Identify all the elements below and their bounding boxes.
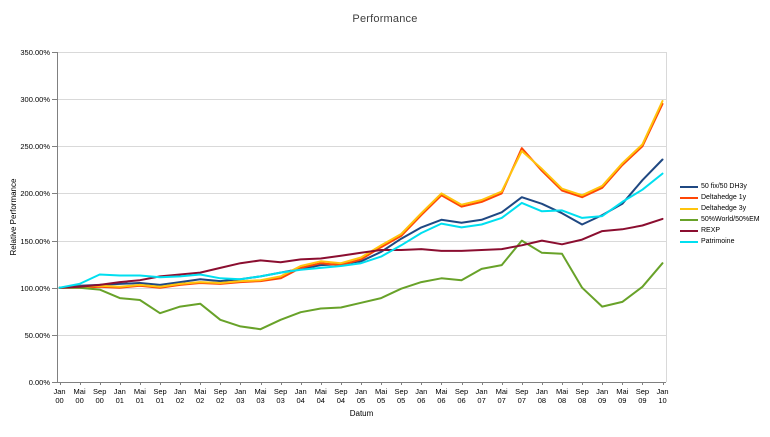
x-tick-label-month: Jan (656, 387, 668, 396)
x-tick-label-month: Mai (254, 387, 266, 396)
x-tick-label-month: Jan (53, 387, 65, 396)
x-tick-label-year: 01 (136, 396, 144, 405)
y-tick-label: 50.00% (25, 331, 51, 340)
legend-line-swatch (680, 240, 698, 243)
x-tick-label-year: 07 (477, 396, 485, 405)
x-tick-label-year: 06 (457, 396, 465, 405)
legend: 50 fix/50 DH3y Deltahedge 1y Deltahedge 3y… (680, 181, 760, 247)
x-axis-title: Datum (349, 409, 374, 418)
legend-label: REXP (701, 227, 721, 234)
x-tick-label-year: 00 (96, 396, 104, 405)
x-tick-label-month: Sep (93, 387, 106, 396)
x-tick-label-month: Sep (274, 387, 287, 396)
legend-line-swatch (680, 196, 698, 199)
x-tick-label-month: Jan (114, 387, 126, 396)
x-tick-label-month: Jan (536, 387, 548, 396)
series-line-deltahedge-3y (58, 100, 664, 289)
x-tick-label-year: 09 (618, 396, 626, 405)
y-tick-label: 100.00% (20, 284, 50, 293)
legend-line-swatch (680, 207, 698, 210)
x-tick-label-year: 05 (377, 396, 385, 405)
legend-item-50-world-50-em: 50%World/50%EM (680, 214, 760, 225)
x-tick-label-month: Mai (74, 387, 86, 396)
series-line-deltahedge-1y (58, 102, 664, 289)
legend-item-rexp: REXP (680, 225, 760, 236)
x-tick-label-year: 04 (317, 396, 325, 405)
x-tick-label-year: 03 (236, 396, 244, 405)
x-tick-label-year: 08 (578, 396, 586, 405)
x-tick-label-year: 02 (196, 396, 204, 405)
x-tick-label-month: Sep (455, 387, 468, 396)
x-tick-label-year: 00 (55, 396, 63, 405)
x-tick-label-year: 05 (357, 396, 365, 405)
x-tick-label-year: 09 (638, 396, 646, 405)
legend-line-swatch (680, 229, 698, 232)
y-tick-label: 0.00% (29, 378, 51, 387)
legend-item-patrimoine: Patrimoine (680, 236, 760, 247)
x-tick-label-month: Sep (214, 387, 227, 396)
x-tick-label-year: 03 (276, 396, 284, 405)
legend-item-deltahedge-3y: Deltahedge 3y (680, 203, 760, 214)
legend-label: Patrimoine (701, 238, 735, 245)
x-tick-label-year: 08 (558, 396, 566, 405)
x-tick-label-month: Sep (334, 387, 347, 396)
x-tick-label-year: 09 (598, 396, 606, 405)
x-tick-label-month: Jan (295, 387, 307, 396)
x-tick-label-month: Sep (515, 387, 528, 396)
x-tick-label-month: Sep (395, 387, 408, 396)
x-tick-label-year: 01 (116, 396, 124, 405)
y-tick-label: 200.00% (20, 189, 50, 198)
x-tick-label-month: Sep (153, 387, 166, 396)
x-tick-label-month: Sep (636, 387, 649, 396)
x-tick-label-month: Mai (496, 387, 508, 396)
y-tick-label: 150.00% (20, 237, 50, 246)
series-line-50-world-50-em (58, 239, 664, 331)
legend-label: Deltahedge 3y (701, 205, 747, 212)
x-tick-label-month: Jan (596, 387, 608, 396)
legend-item-deltahedge-1y: Deltahedge 1y (680, 192, 760, 203)
x-tick-label-year: 07 (518, 396, 526, 405)
legend-item-50-fix-50-dh3y: 50 fix/50 DH3y (680, 181, 760, 192)
legend-label: 50%World/50%EM (701, 216, 760, 223)
x-tick-label-year: 04 (297, 396, 305, 405)
series-line-50-fix-50-dh3y (58, 158, 664, 289)
x-tick-label-month: Jan (174, 387, 186, 396)
x-tick-label-month: Mai (194, 387, 206, 396)
y-tick-label: 250.00% (20, 142, 50, 151)
x-tick-label-month: Mai (134, 387, 146, 396)
x-tick-label-month: Mai (616, 387, 628, 396)
x-tick-label-year: 05 (397, 396, 405, 405)
chart-title: Performance (352, 13, 418, 25)
x-tick-label-year: 01 (156, 396, 164, 405)
x-tick-label-year: 02 (176, 396, 184, 405)
legend-line-swatch (680, 185, 698, 188)
x-tick-label-month: Jan (415, 387, 427, 396)
x-tick-label-year: 03 (256, 396, 264, 405)
x-tick-label-month: Mai (375, 387, 387, 396)
legend-label: Deltahedge 1y (701, 194, 747, 201)
legend-line-swatch (680, 218, 698, 221)
x-tick-label-year: 06 (437, 396, 445, 405)
x-tick-label-month: Jan (355, 387, 367, 396)
x-tick-label-month: Mai (315, 387, 327, 396)
x-tick-label-year: 08 (538, 396, 546, 405)
x-tick-label-month: Jan (476, 387, 488, 396)
x-tick-label-year: 07 (498, 396, 506, 405)
y-tick-label: 300.00% (20, 95, 50, 104)
x-tick-label-year: 00 (75, 396, 83, 405)
x-tick-label-year: 10 (658, 396, 666, 405)
x-tick-label-year: 04 (337, 396, 345, 405)
series-line-patrimoine (58, 172, 664, 289)
legend-label: 50 fix/50 DH3y (701, 183, 747, 190)
x-tick-label-year: 06 (417, 396, 425, 405)
x-tick-label-year: 02 (216, 396, 224, 405)
y-tick-label: 350.00% (20, 48, 50, 57)
x-tick-label-month: Mai (556, 387, 568, 396)
x-tick-label-month: Sep (575, 387, 588, 396)
x-tick-label-month: Jan (234, 387, 246, 396)
x-tick-label-month: Mai (435, 387, 447, 396)
